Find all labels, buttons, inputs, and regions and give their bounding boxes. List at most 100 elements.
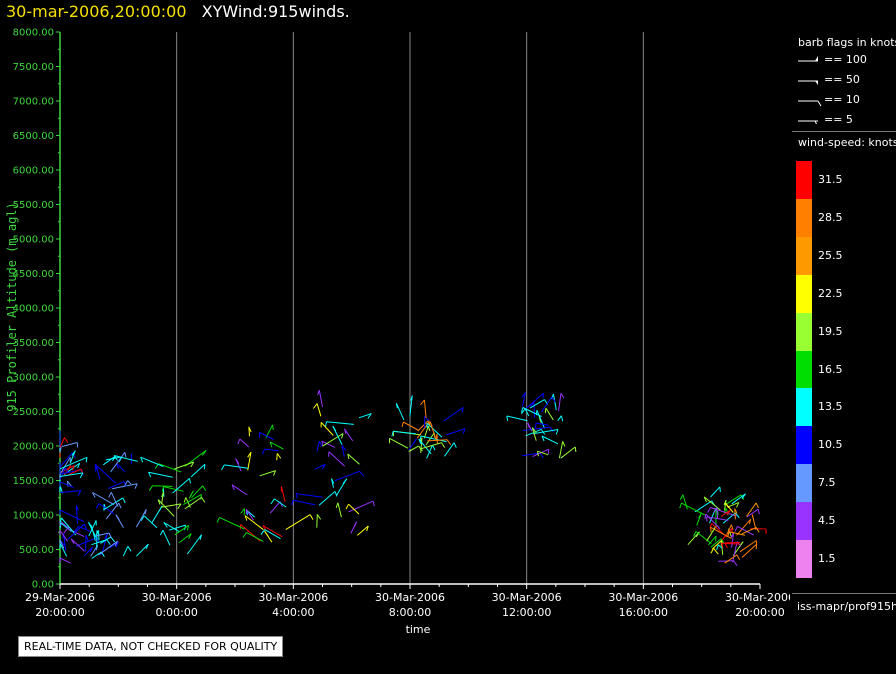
colorbar-segment [796,350,812,389]
y-tick-label: 7500.00 [13,62,54,73]
y-tick-label: 4000.00 [13,304,54,315]
x-tick-label-date: 30-Mar-2006 [608,591,678,604]
wind-barb [710,526,732,539]
wind-barb-flag [144,509,147,515]
wind-barb [61,517,77,536]
wind-barb [739,540,757,553]
wind-barb [746,502,757,517]
wind-barb-flag [713,507,718,513]
wind-barb-flag [231,484,235,490]
wind-barb [716,507,719,520]
wind-barb-flag [536,451,539,457]
wind-barb [417,419,430,432]
wind-barb [727,501,739,508]
wind-barb-flag [325,421,327,427]
wind-barb-flag [66,465,72,471]
barb-legend-label: == 5 [824,113,853,126]
wind-barb-flag [427,425,431,432]
colorbar-level-label: 16.5 [818,362,843,376]
wind-barb [231,484,248,496]
wind-barb [423,415,426,428]
wind-barb-flag [202,485,207,491]
wind-barb-flag [242,532,247,538]
wind-barb-flag [420,399,425,406]
wind-barb-flag [730,532,734,539]
wind-barb-flag [134,483,138,489]
wind-barb-flag [424,415,430,422]
wind-barb [724,494,742,506]
wind-barb-flag [367,413,372,419]
colorbar-segment [796,198,812,237]
colorbar-level-label: 19.5 [818,324,843,338]
wind-barb-flag [410,395,413,401]
y-tick-label: 6500.00 [13,131,54,142]
wind-barb [524,408,530,417]
wind-barb-flag [64,467,69,474]
wind-barb-flag [541,435,545,442]
wind-barb-flag [734,508,738,514]
wind-barb-flag [159,529,164,536]
wind-barb [264,529,281,540]
wind-barb-flag [534,422,537,429]
wind-barb [395,402,405,421]
wind-barb-flag [372,500,375,507]
wind-barb [558,441,564,459]
wind-barb-flag [359,470,364,477]
wind-barb-flag [75,505,79,511]
wind-barb-flag [106,539,111,545]
wind-barb-flag [59,523,62,529]
wind-barb-flag [506,415,509,422]
wind-barb [190,463,206,478]
wind-barb-flag [118,502,122,509]
wind-barb [75,537,98,547]
wind-barb [70,538,85,552]
wind-barb [321,440,336,448]
wind-barb [161,503,182,508]
colorbar-level-label: 7.5 [818,476,836,490]
wind-barb-flag [562,441,566,447]
y-tick-label: 2500.00 [13,407,54,418]
wind-barb-flag [200,494,202,500]
y-tick-label: 1000.00 [13,511,54,522]
wind-barb [726,524,732,535]
wind-barb [95,463,101,480]
wind-barb-flag [341,445,347,451]
wind-barb-flag [237,438,241,445]
wind-barb-flag [335,502,339,508]
wind-barb [85,535,87,552]
wind-barb [67,523,85,540]
wind-barb [140,456,164,467]
wind-barb [295,493,323,498]
wind-barb [722,512,736,524]
wind-barb [682,494,688,510]
wind-barb [127,480,132,485]
wind-barb [506,415,528,422]
wind-barb [59,481,74,489]
wind-barb-flag [221,464,225,471]
wind-barb [731,532,734,548]
wind-barb [703,496,721,511]
wind-barb [239,438,250,448]
wind-barb [694,500,712,513]
wind-barb-flag [521,408,526,414]
barb-legend-label: == 50 [824,73,860,86]
wind-barb-flag [161,486,164,492]
wind-barb-flag [557,415,562,421]
wind-barb [136,543,149,557]
wind-barb-flag [736,554,741,561]
wind-barb [423,399,427,419]
wind-barb-flag [435,433,438,440]
wind-barb [541,435,559,445]
wind-barb [348,500,374,513]
wind-barb-flag [273,470,277,476]
wind-barb-flag [698,512,702,519]
colorbar-segment [796,502,812,541]
wind-barb [560,446,576,459]
wind-barb [403,421,420,431]
wind-barb [105,456,123,461]
wind-barb-flag [418,438,422,445]
wind-barb [444,442,455,457]
wind-barb [262,525,283,538]
wind-barb-flag [542,393,545,399]
wind-barb-flag [332,425,337,432]
